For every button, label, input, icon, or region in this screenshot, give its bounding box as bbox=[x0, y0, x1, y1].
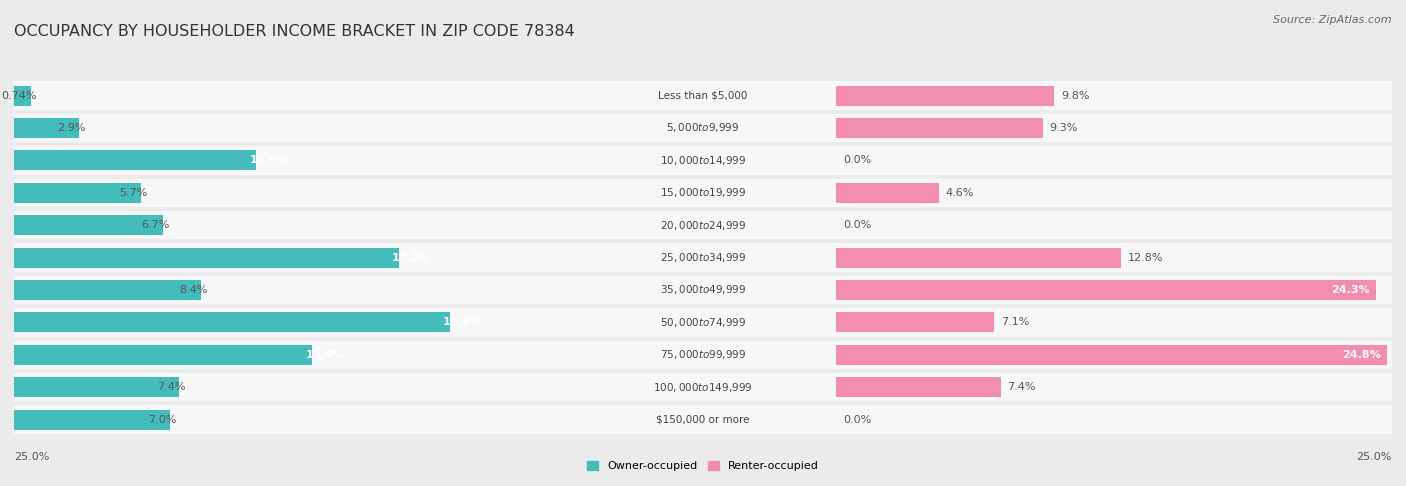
Bar bbox=[837, 86, 1054, 105]
Text: 7.0%: 7.0% bbox=[148, 415, 176, 425]
Text: 12.8%: 12.8% bbox=[1128, 253, 1163, 262]
Text: 25.0%: 25.0% bbox=[14, 452, 49, 462]
Bar bbox=[14, 150, 256, 171]
Bar bbox=[837, 183, 939, 203]
Bar bbox=[14, 178, 569, 207]
Text: 19.6%: 19.6% bbox=[443, 317, 482, 328]
Bar bbox=[837, 81, 1392, 110]
Bar bbox=[14, 247, 398, 268]
Bar bbox=[569, 308, 837, 337]
Bar bbox=[569, 276, 837, 304]
Text: 7.4%: 7.4% bbox=[156, 382, 186, 392]
Text: $25,000 to $34,999: $25,000 to $34,999 bbox=[659, 251, 747, 264]
Text: 10.9%: 10.9% bbox=[250, 156, 288, 165]
Bar bbox=[837, 118, 1043, 138]
Text: 7.1%: 7.1% bbox=[1001, 317, 1029, 328]
Bar bbox=[14, 377, 179, 397]
Text: 24.8%: 24.8% bbox=[1343, 350, 1381, 360]
Text: 17.3%: 17.3% bbox=[392, 253, 430, 262]
Bar bbox=[14, 211, 569, 240]
Text: 4.6%: 4.6% bbox=[945, 188, 973, 198]
Text: $5,000 to $9,999: $5,000 to $9,999 bbox=[666, 122, 740, 135]
Bar bbox=[14, 86, 31, 105]
Bar bbox=[14, 373, 569, 401]
Text: $50,000 to $74,999: $50,000 to $74,999 bbox=[659, 316, 747, 329]
Text: $10,000 to $14,999: $10,000 to $14,999 bbox=[659, 154, 747, 167]
Bar bbox=[14, 276, 569, 304]
Legend: Owner-occupied, Renter-occupied: Owner-occupied, Renter-occupied bbox=[582, 456, 824, 476]
Bar bbox=[569, 146, 837, 174]
Bar bbox=[837, 345, 1388, 365]
Text: 2.9%: 2.9% bbox=[56, 123, 86, 133]
Bar bbox=[837, 178, 1392, 207]
Bar bbox=[837, 247, 1121, 268]
Text: 0.0%: 0.0% bbox=[844, 156, 872, 165]
Text: 13.4%: 13.4% bbox=[305, 350, 344, 360]
Text: $15,000 to $19,999: $15,000 to $19,999 bbox=[659, 186, 747, 199]
Bar bbox=[837, 280, 1376, 300]
Text: Less than $5,000: Less than $5,000 bbox=[658, 90, 748, 101]
Text: $35,000 to $49,999: $35,000 to $49,999 bbox=[659, 283, 747, 296]
Text: $20,000 to $24,999: $20,000 to $24,999 bbox=[659, 219, 747, 232]
Bar bbox=[837, 276, 1392, 304]
Text: 25.0%: 25.0% bbox=[1357, 452, 1392, 462]
Bar bbox=[837, 308, 1392, 337]
Text: $100,000 to $149,999: $100,000 to $149,999 bbox=[654, 381, 752, 394]
Bar bbox=[569, 178, 837, 207]
Bar bbox=[569, 81, 837, 110]
Bar bbox=[837, 405, 1392, 434]
Text: Source: ZipAtlas.com: Source: ZipAtlas.com bbox=[1274, 15, 1392, 25]
Bar bbox=[14, 215, 163, 235]
Bar bbox=[14, 81, 569, 110]
Text: $150,000 or more: $150,000 or more bbox=[657, 415, 749, 425]
Bar bbox=[837, 312, 994, 332]
Text: 0.74%: 0.74% bbox=[1, 90, 37, 101]
Bar bbox=[837, 373, 1392, 401]
Text: 5.7%: 5.7% bbox=[120, 188, 148, 198]
Text: 7.4%: 7.4% bbox=[1008, 382, 1036, 392]
Text: 0.0%: 0.0% bbox=[844, 415, 872, 425]
Bar bbox=[569, 341, 837, 369]
Bar bbox=[14, 405, 569, 434]
Bar bbox=[14, 410, 170, 430]
Bar bbox=[837, 341, 1392, 369]
Bar bbox=[837, 114, 1392, 142]
Bar bbox=[569, 114, 837, 142]
Text: 0.0%: 0.0% bbox=[844, 220, 872, 230]
Bar bbox=[837, 377, 1001, 397]
Bar bbox=[14, 312, 450, 332]
Bar bbox=[14, 114, 569, 142]
Text: OCCUPANCY BY HOUSEHOLDER INCOME BRACKET IN ZIP CODE 78384: OCCUPANCY BY HOUSEHOLDER INCOME BRACKET … bbox=[14, 24, 575, 39]
Bar bbox=[837, 243, 1392, 272]
Bar bbox=[14, 308, 569, 337]
Bar bbox=[14, 146, 569, 174]
Bar bbox=[14, 280, 201, 300]
Bar bbox=[14, 341, 569, 369]
Bar bbox=[14, 183, 141, 203]
Bar bbox=[569, 373, 837, 401]
Text: 9.8%: 9.8% bbox=[1060, 90, 1090, 101]
Text: 9.3%: 9.3% bbox=[1050, 123, 1078, 133]
Bar bbox=[569, 405, 837, 434]
Bar bbox=[837, 146, 1392, 174]
Bar bbox=[837, 211, 1392, 240]
Text: 8.4%: 8.4% bbox=[179, 285, 208, 295]
Text: $75,000 to $99,999: $75,000 to $99,999 bbox=[659, 348, 747, 361]
Text: 24.3%: 24.3% bbox=[1331, 285, 1369, 295]
Bar bbox=[569, 211, 837, 240]
Bar bbox=[569, 243, 837, 272]
Bar bbox=[14, 118, 79, 138]
Text: 6.7%: 6.7% bbox=[141, 220, 170, 230]
Bar bbox=[14, 243, 569, 272]
Bar bbox=[14, 345, 312, 365]
